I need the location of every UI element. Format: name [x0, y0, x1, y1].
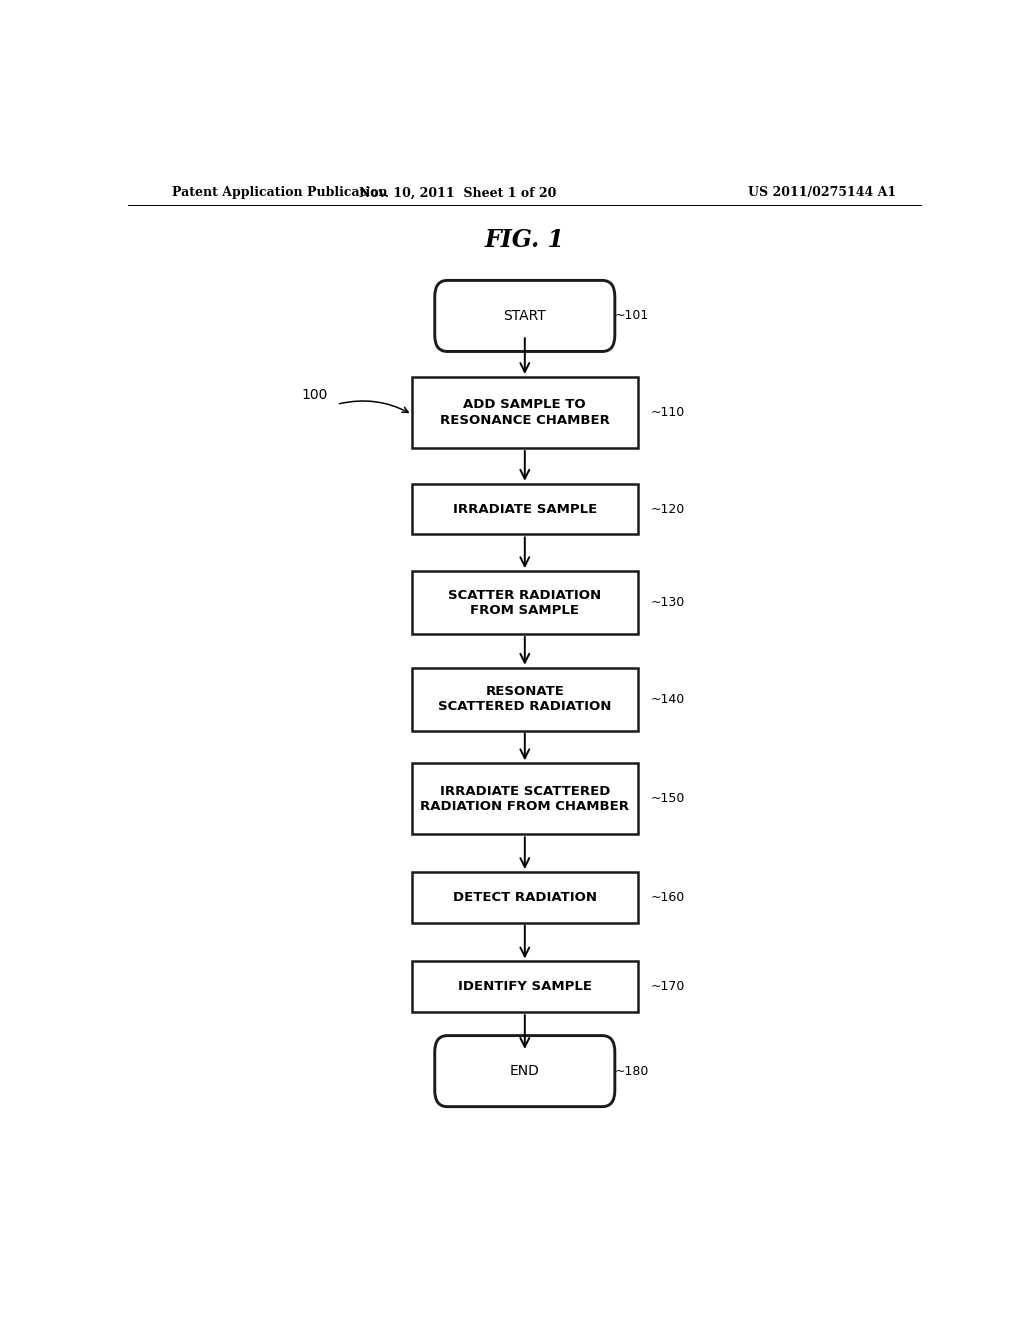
Text: IRRADIATE SAMPLE: IRRADIATE SAMPLE: [453, 503, 597, 516]
Text: US 2011/0275144 A1: US 2011/0275144 A1: [749, 186, 896, 199]
Text: Patent Application Publication: Patent Application Publication: [172, 186, 387, 199]
Bar: [412, 483, 638, 535]
Text: 100: 100: [301, 388, 328, 403]
Text: END: END: [510, 1064, 540, 1078]
Bar: [412, 572, 638, 634]
Bar: [412, 378, 638, 447]
Bar: [412, 668, 638, 731]
Text: START: START: [504, 309, 546, 323]
Bar: [412, 763, 638, 834]
FancyBboxPatch shape: [435, 1036, 614, 1106]
Text: ~140: ~140: [650, 693, 685, 706]
Text: DETECT RADIATION: DETECT RADIATION: [453, 891, 597, 904]
Text: RESONATE
SCATTERED RADIATION: RESONATE SCATTERED RADIATION: [438, 685, 611, 713]
Bar: [412, 873, 638, 923]
Text: FIG. 1: FIG. 1: [484, 228, 565, 252]
Text: SCATTER RADIATION
FROM SAMPLE: SCATTER RADIATION FROM SAMPLE: [449, 589, 601, 616]
Text: ~120: ~120: [650, 503, 685, 516]
Text: ~160: ~160: [650, 891, 685, 904]
Text: ~110: ~110: [650, 407, 685, 418]
Text: IDENTIFY SAMPLE: IDENTIFY SAMPLE: [458, 981, 592, 993]
Text: ~180: ~180: [614, 1065, 649, 1077]
Text: ~150: ~150: [650, 792, 685, 805]
Bar: [412, 961, 638, 1012]
FancyBboxPatch shape: [435, 280, 614, 351]
Text: ~130: ~130: [650, 597, 685, 609]
Text: ~101: ~101: [614, 309, 649, 322]
Text: IRRADIATE SCATTERED
RADIATION FROM CHAMBER: IRRADIATE SCATTERED RADIATION FROM CHAMB…: [420, 784, 630, 813]
Text: ADD SAMPLE TO
RESONANCE CHAMBER: ADD SAMPLE TO RESONANCE CHAMBER: [440, 399, 609, 426]
Text: Nov. 10, 2011  Sheet 1 of 20: Nov. 10, 2011 Sheet 1 of 20: [358, 186, 556, 199]
Text: ~170: ~170: [650, 981, 685, 993]
